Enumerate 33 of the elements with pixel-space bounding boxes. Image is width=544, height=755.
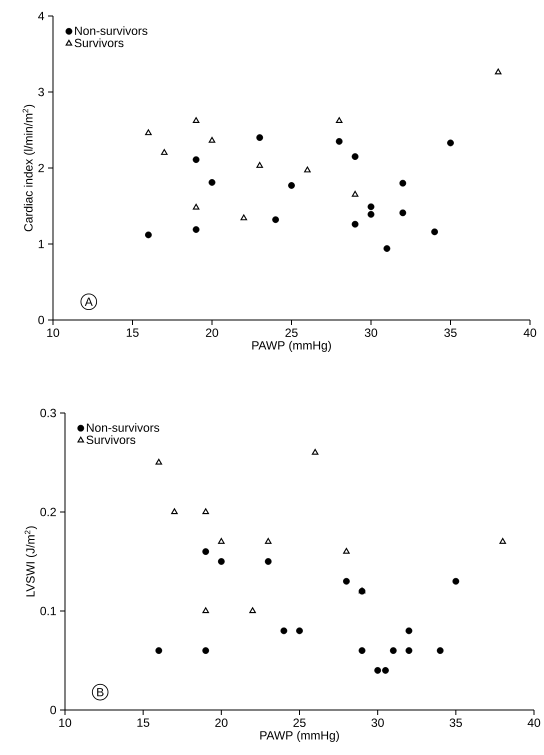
y-tick-label: 0.3 [40, 408, 56, 418]
x-tick-label: 35 [450, 718, 462, 727]
y-tick-label: 2 [38, 164, 44, 172]
y-tick-label: 0 [50, 706, 56, 714]
x-tick-label: 15 [137, 718, 150, 727]
x-tick-label: 25 [285, 328, 298, 337]
x-tick-label: 15 [126, 328, 139, 337]
y-tick-label: 1 [38, 240, 44, 248]
y-tick-label: 4 [38, 12, 44, 20]
y-tick-label: 0.2 [40, 508, 56, 516]
x-tick-label: 25 [293, 718, 306, 727]
y-tick-label: 0.1 [40, 606, 56, 616]
x-axis-title: PAWP (mmHg) [260, 730, 339, 742]
x-tick-label: 30 [364, 328, 378, 337]
annotation: A [84, 298, 93, 306]
x-axis-title: PAWP (mmHg) [252, 340, 331, 352]
x-tick-label: 40 [528, 718, 540, 727]
legend-label: Non-survivors [75, 26, 148, 36]
y-tick-label: 3 [38, 88, 44, 96]
x-tick-label: 40 [524, 328, 536, 337]
y-axis-title: LVSWI (J/m$^{2}$) [24, 526, 38, 596]
y-axis-title: Cardiac index (l/min/m$^{2}$) [22, 104, 36, 232]
legend-label: Survivors [74, 38, 124, 48]
y-tick-label: 0 [38, 316, 44, 324]
x-tick-label: 20 [215, 718, 228, 727]
legend-label: Non-survivors [86, 423, 160, 432]
x-tick-label: 30 [371, 718, 384, 727]
x-tick-label: 20 [206, 328, 218, 337]
x-tick-label: 35 [444, 328, 457, 337]
x-tick-label: 10 [59, 718, 72, 727]
annotation: B [97, 688, 104, 696]
x-tick-label: 10 [47, 328, 60, 337]
legend-label: Survivors [86, 435, 136, 444]
